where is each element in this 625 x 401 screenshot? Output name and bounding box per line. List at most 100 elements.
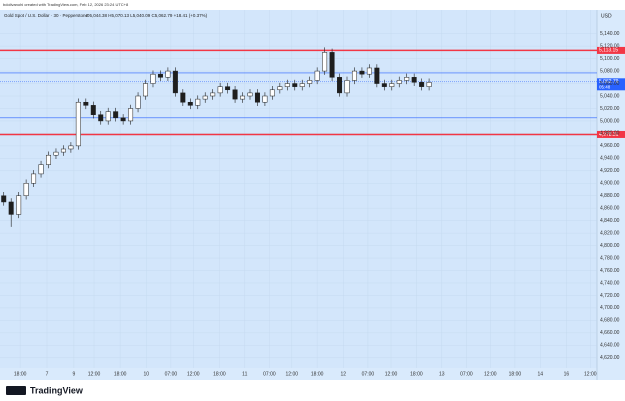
level-label: 4,978.31	[599, 132, 619, 138]
candle-body	[172, 70, 178, 94]
y-tick-label: 4,880.00	[600, 193, 620, 199]
candle-body	[157, 73, 163, 78]
candle-body	[135, 95, 141, 109]
candle-body	[329, 52, 335, 78]
grid	[0, 10, 597, 368]
y-tick-label: 4,760.00	[600, 268, 620, 274]
x-tick-label: 12:00	[584, 371, 597, 377]
x-tick-label: 18:00	[213, 371, 226, 377]
candle-body	[31, 173, 37, 184]
candle-body	[16, 195, 22, 215]
candle-body	[344, 80, 350, 94]
x-tick-label: 18:00	[114, 371, 127, 377]
candle-body	[366, 67, 372, 75]
candle-body	[38, 164, 44, 175]
candle-body	[299, 83, 305, 87]
candle-body	[374, 67, 380, 84]
candle-body	[381, 83, 387, 87]
candle-body	[187, 101, 193, 106]
candle-body	[307, 80, 313, 84]
candle-body	[113, 111, 119, 119]
last-price-label: 5,062.79	[599, 79, 619, 85]
level-label: 5,113.15	[599, 48, 618, 54]
candle-body	[269, 89, 275, 97]
candles	[1, 47, 432, 227]
candle-body	[90, 105, 96, 115]
candle-body	[165, 70, 171, 78]
candle-body	[404, 77, 410, 81]
y-tick-label: 4,660.00	[600, 330, 620, 336]
y-tick-label: 5,120.00	[600, 43, 620, 49]
x-tick-label: 11	[242, 371, 247, 377]
candle-body	[240, 95, 246, 100]
candle-body	[60, 148, 66, 153]
y-tick-label: 5,100.00	[600, 56, 620, 62]
candle-body	[277, 86, 283, 91]
y-tick-label: 5,060.00	[600, 81, 620, 87]
candle-body	[254, 92, 260, 103]
candle-body	[8, 201, 14, 215]
level-tag	[597, 46, 625, 54]
candle-body	[150, 73, 156, 84]
y-tick-label: 4,680.00	[600, 318, 620, 324]
candle-body	[46, 154, 51, 165]
y-tick-label: 5,080.00	[600, 68, 620, 74]
candle-body	[83, 101, 89, 106]
candle-body	[389, 83, 395, 87]
y-tick-label: 4,840.00	[600, 218, 620, 224]
candle-body	[225, 86, 231, 91]
price-axis	[597, 10, 625, 368]
y-tick-label: 4,700.00	[600, 305, 620, 311]
brand: TradingView	[30, 385, 84, 395]
y-tick-label: 4,780.00	[600, 255, 620, 261]
candle-body	[217, 86, 223, 94]
y-tick-label: 4,800.00	[600, 243, 620, 249]
countdown: 05:48	[599, 84, 611, 89]
time-axis	[0, 368, 625, 380]
candle-body	[128, 108, 134, 122]
plot-area	[0, 10, 597, 368]
candle-body	[292, 83, 298, 87]
y-tick-label: 4,640.00	[600, 343, 620, 349]
x-tick-label: 12:00	[385, 371, 398, 377]
x-tick-label: 12:00	[484, 371, 497, 377]
y-tick-label: 4,720.00	[600, 293, 620, 299]
candle-body	[105, 111, 111, 122]
candle-body	[411, 77, 417, 83]
x-tick-label: 07:00	[460, 371, 473, 377]
x-tick-label: 07:00	[263, 371, 276, 377]
y-tick-label: 4,820.00	[600, 230, 620, 236]
y-tick-label: 4,980.00	[600, 131, 620, 137]
candle-body	[232, 89, 238, 100]
x-tick-label: 12:00	[286, 371, 299, 377]
x-tick-label: 12:00	[88, 371, 101, 377]
candle-body	[1, 195, 7, 203]
candle-body	[247, 92, 253, 97]
y-tick-label: 5,020.00	[600, 106, 620, 112]
last-price-tag	[597, 78, 625, 91]
y-tick-label: 4,960.00	[600, 143, 620, 149]
x-tick-label: 12	[340, 371, 346, 377]
y-tick-label: 4,620.00	[600, 355, 620, 361]
x-tick-label: 07:00	[362, 371, 375, 377]
candle-body	[202, 95, 208, 100]
level-tag	[597, 130, 625, 138]
candle-body	[180, 92, 186, 103]
y-tick-label: 4,900.00	[600, 181, 620, 187]
candle-body	[359, 70, 365, 75]
candle-body	[396, 80, 402, 84]
candle-body	[98, 114, 104, 122]
candle-body	[75, 101, 81, 147]
candle-body	[337, 77, 343, 94]
x-tick-label: 07:00	[165, 371, 178, 377]
y-tick-label: 4,920.00	[600, 168, 620, 174]
candle-body	[284, 83, 290, 87]
ohlc: O5,044.38 H5,070.13 L5,040.09 C5,062.79 …	[86, 13, 208, 18]
x-tick-label: 14	[538, 371, 544, 377]
y-tick-label: 4,860.00	[600, 206, 620, 212]
candle-body	[68, 145, 74, 150]
y-tick-label: 4,940.00	[600, 156, 620, 162]
candle-body	[314, 70, 320, 81]
candle-body	[426, 82, 432, 87]
x-tick-label: 12:00	[187, 371, 200, 377]
